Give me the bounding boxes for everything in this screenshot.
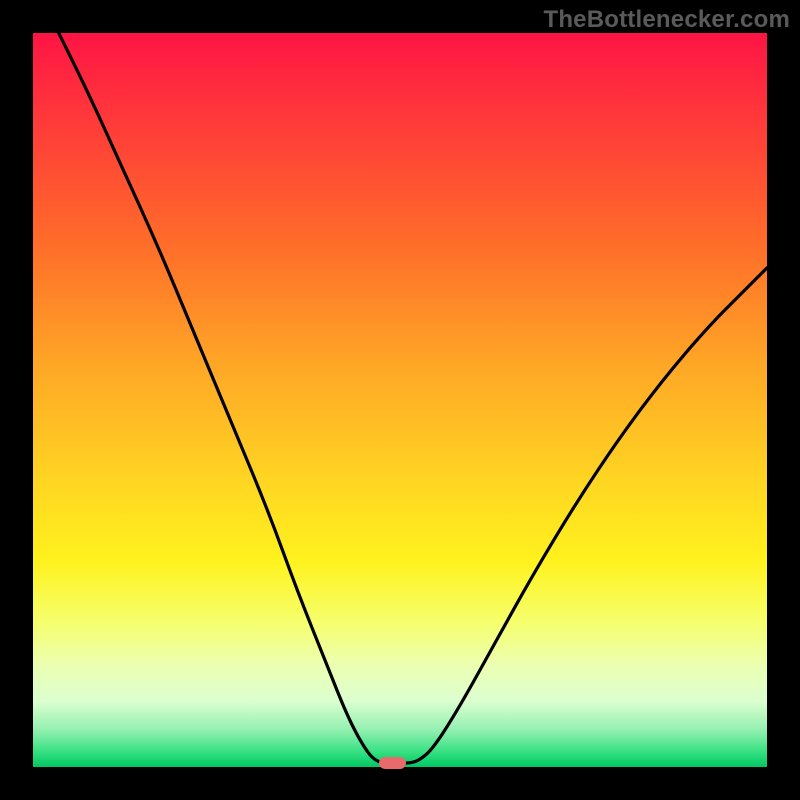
watermark-text: TheBottlenecker.com xyxy=(543,6,790,34)
optimal-marker xyxy=(379,757,405,769)
curve-path xyxy=(59,33,767,763)
chart-frame: TheBottlenecker.com xyxy=(0,0,800,800)
bottleneck-curve xyxy=(33,33,767,767)
